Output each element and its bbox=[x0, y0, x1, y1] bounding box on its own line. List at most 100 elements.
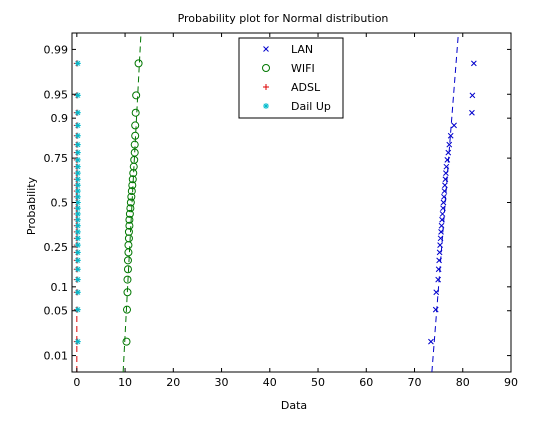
x-tick-label: 20 bbox=[166, 376, 180, 389]
wifi-point bbox=[128, 175, 137, 184]
dail-up-point bbox=[74, 276, 81, 283]
dail-up-point bbox=[74, 176, 81, 183]
dail-up-point bbox=[74, 193, 81, 200]
lan-point bbox=[469, 92, 476, 99]
wifi-point bbox=[123, 256, 132, 265]
y-axis-label: Probability bbox=[25, 176, 38, 235]
wifi-point bbox=[131, 108, 140, 117]
wifi-point bbox=[126, 198, 135, 207]
lan-point bbox=[442, 182, 448, 189]
lan-point bbox=[443, 170, 449, 176]
x-tick-label: 60 bbox=[359, 376, 373, 389]
wifi-point bbox=[128, 181, 137, 190]
lan-point bbox=[447, 132, 454, 139]
dail-up-point bbox=[74, 132, 81, 139]
lan-point bbox=[428, 338, 434, 345]
y-tick-label: 0.1 bbox=[51, 281, 69, 294]
wifi-point bbox=[124, 227, 133, 236]
x-tick-label: 50 bbox=[311, 376, 325, 389]
y-tick-label: 0.99 bbox=[44, 43, 69, 56]
lan-point bbox=[439, 216, 445, 223]
wifi-point bbox=[127, 187, 136, 196]
dail-up-point bbox=[74, 149, 81, 156]
y-tick-label: 0.9 bbox=[51, 112, 69, 125]
wifi-point bbox=[130, 140, 139, 149]
lan-point bbox=[446, 141, 453, 148]
dail-up-point bbox=[74, 242, 81, 249]
y-axis: 0.01 0.05 0.1 0.25 0.5 0.75 0.9 0.95 0.99 bbox=[44, 43, 511, 363]
lan-point bbox=[438, 222, 445, 229]
y-tick-label: 0.25 bbox=[44, 241, 69, 254]
lan-point bbox=[441, 193, 447, 200]
wifi-point bbox=[123, 275, 132, 284]
dail-up-point bbox=[74, 235, 81, 242]
x-tick-label: 80 bbox=[456, 376, 470, 389]
y-tick-label: 0.01 bbox=[44, 350, 69, 363]
wifi-point bbox=[127, 192, 136, 201]
lan-point bbox=[435, 276, 442, 283]
legend-label-lan: LAN bbox=[291, 43, 313, 56]
lan-point bbox=[439, 211, 446, 217]
lan-point bbox=[471, 60, 477, 67]
x-axis-label: Data bbox=[281, 399, 307, 412]
lan-point bbox=[442, 176, 449, 183]
legend-label-dail-up: Dail Up bbox=[291, 100, 331, 113]
lan-point bbox=[469, 109, 475, 116]
dail-up-point bbox=[74, 188, 81, 195]
x-tick-label: 30 bbox=[215, 376, 229, 389]
dail-up-point bbox=[74, 210, 81, 217]
wifi-point bbox=[125, 209, 134, 218]
dail-up-point bbox=[74, 163, 81, 170]
wifi-point bbox=[131, 121, 140, 130]
lan-point bbox=[438, 229, 444, 235]
lan-point bbox=[436, 249, 443, 256]
wifi-point bbox=[124, 241, 133, 250]
lan-point bbox=[432, 306, 439, 313]
wifi-point bbox=[124, 234, 133, 243]
y-tick-label: 0.5 bbox=[51, 197, 69, 210]
x-tick-label: 0 bbox=[73, 376, 80, 389]
legend-box bbox=[238, 37, 344, 119]
dail-up-point bbox=[74, 216, 81, 223]
series-layer bbox=[73, 33, 477, 372]
dail-up-point bbox=[74, 338, 81, 345]
legend-marker-adsl bbox=[263, 84, 269, 90]
wifi-point bbox=[131, 131, 140, 140]
lan-point bbox=[451, 122, 457, 129]
wifi-point bbox=[129, 169, 138, 178]
wifi-point bbox=[125, 215, 134, 224]
dail-up-point bbox=[74, 289, 81, 296]
lan-point bbox=[436, 257, 442, 264]
dail-up-point bbox=[74, 92, 81, 99]
dail-up-point bbox=[74, 182, 81, 189]
dail-up-point bbox=[74, 222, 81, 229]
wifi-point bbox=[132, 91, 141, 100]
legend-marker-dail-up bbox=[263, 103, 269, 109]
wifi-point bbox=[122, 305, 131, 314]
x-tick-label: 90 bbox=[504, 376, 518, 389]
dail-up-point bbox=[74, 228, 81, 235]
lan-point bbox=[445, 149, 452, 156]
lan-point bbox=[435, 266, 442, 273]
dail-up-point bbox=[74, 170, 81, 177]
dail-up-point bbox=[74, 306, 81, 313]
wifi-fit-line bbox=[122, 33, 142, 372]
lan-fit-line bbox=[431, 33, 459, 372]
dail-up-point bbox=[74, 249, 81, 256]
lan-point bbox=[443, 163, 450, 170]
lan-point bbox=[437, 242, 443, 248]
dail-up-point bbox=[74, 257, 81, 264]
x-axis: 0 10 20 30 40 50 60 70 80 90 bbox=[73, 33, 518, 389]
wifi-point bbox=[134, 59, 143, 68]
dail-up-point bbox=[74, 141, 81, 148]
dail-up-point bbox=[74, 266, 81, 273]
wifi-point bbox=[130, 148, 139, 157]
lan-point bbox=[441, 188, 448, 194]
dail-up-point bbox=[74, 60, 81, 67]
lan-point bbox=[440, 205, 446, 212]
chart-title: Probability plot for Normal distribution bbox=[178, 12, 389, 25]
lan-point bbox=[433, 289, 440, 296]
wifi-point bbox=[123, 265, 132, 274]
wifi-point bbox=[123, 288, 132, 297]
